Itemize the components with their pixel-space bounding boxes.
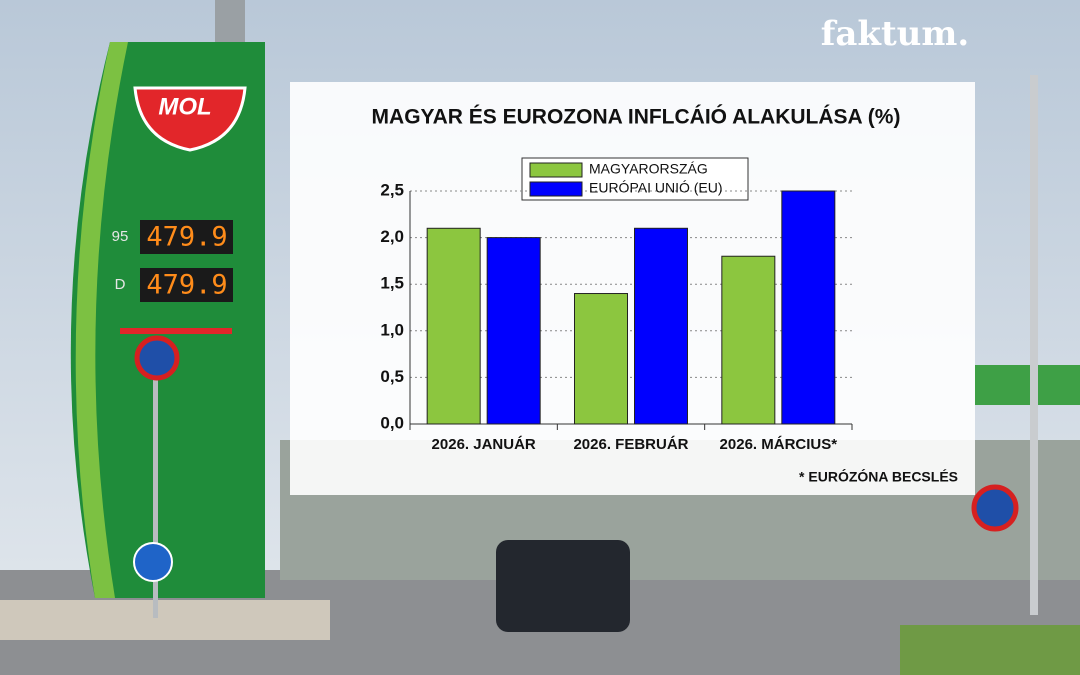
no-parking-sign	[971, 484, 1019, 532]
logo: faktum.	[821, 14, 969, 54]
price: 479.9	[146, 270, 227, 301]
sign-post	[153, 378, 158, 618]
x-tick-label: 2026. JANUÁR	[432, 436, 536, 453]
bar	[721, 255, 776, 425]
mol-logo	[133, 86, 247, 152]
direction-sign	[133, 542, 173, 582]
bar	[574, 293, 628, 425]
no-parking-sign	[134, 335, 180, 381]
sign-bar	[120, 328, 232, 334]
legend-label: EURÓPAI UNIÓ (EU)	[589, 180, 723, 196]
y-tick-label: 0,0	[380, 413, 404, 432]
y-tick-label: 2,0	[380, 227, 404, 246]
price-panel	[140, 268, 233, 302]
legend-label: MAGYARORSZÁG	[589, 161, 708, 177]
grass	[900, 625, 1080, 675]
brand: MOL	[158, 93, 211, 120]
legend-swatch	[529, 162, 583, 178]
fuel-label: D	[115, 276, 126, 293]
lamp-post	[1030, 75, 1038, 615]
y-tick-label: 1,0	[380, 320, 404, 339]
x-tick-label: 2026. MÁRCIUS*	[720, 436, 838, 453]
price-panel	[140, 220, 233, 254]
y-tick-label: 2,5	[380, 180, 404, 199]
x-tick-label: 2026. FEBRUÁR	[573, 436, 688, 453]
canopy	[975, 365, 1080, 405]
chart-title: MAGYAR ÉS EUROZONA INFLCÁIÓ ALAKULÁSA (%…	[372, 105, 901, 129]
pole	[215, 0, 245, 45]
bar	[486, 237, 541, 425]
fuel-label: 95	[112, 228, 129, 245]
bar	[781, 190, 836, 425]
y-tick-label: 0,5	[380, 367, 404, 386]
legend-swatch	[529, 181, 583, 197]
curb	[0, 600, 330, 640]
price: 479.9	[146, 222, 227, 253]
chart-panel	[290, 82, 975, 495]
bar	[426, 227, 481, 425]
sign-board	[70, 42, 265, 598]
bar	[634, 227, 688, 425]
footnote: * EURÓZÓNA BECSLÉS	[799, 468, 958, 485]
car	[496, 540, 630, 632]
y-tick-label: 1,5	[380, 274, 404, 293]
sign-stripe	[75, 42, 128, 598]
